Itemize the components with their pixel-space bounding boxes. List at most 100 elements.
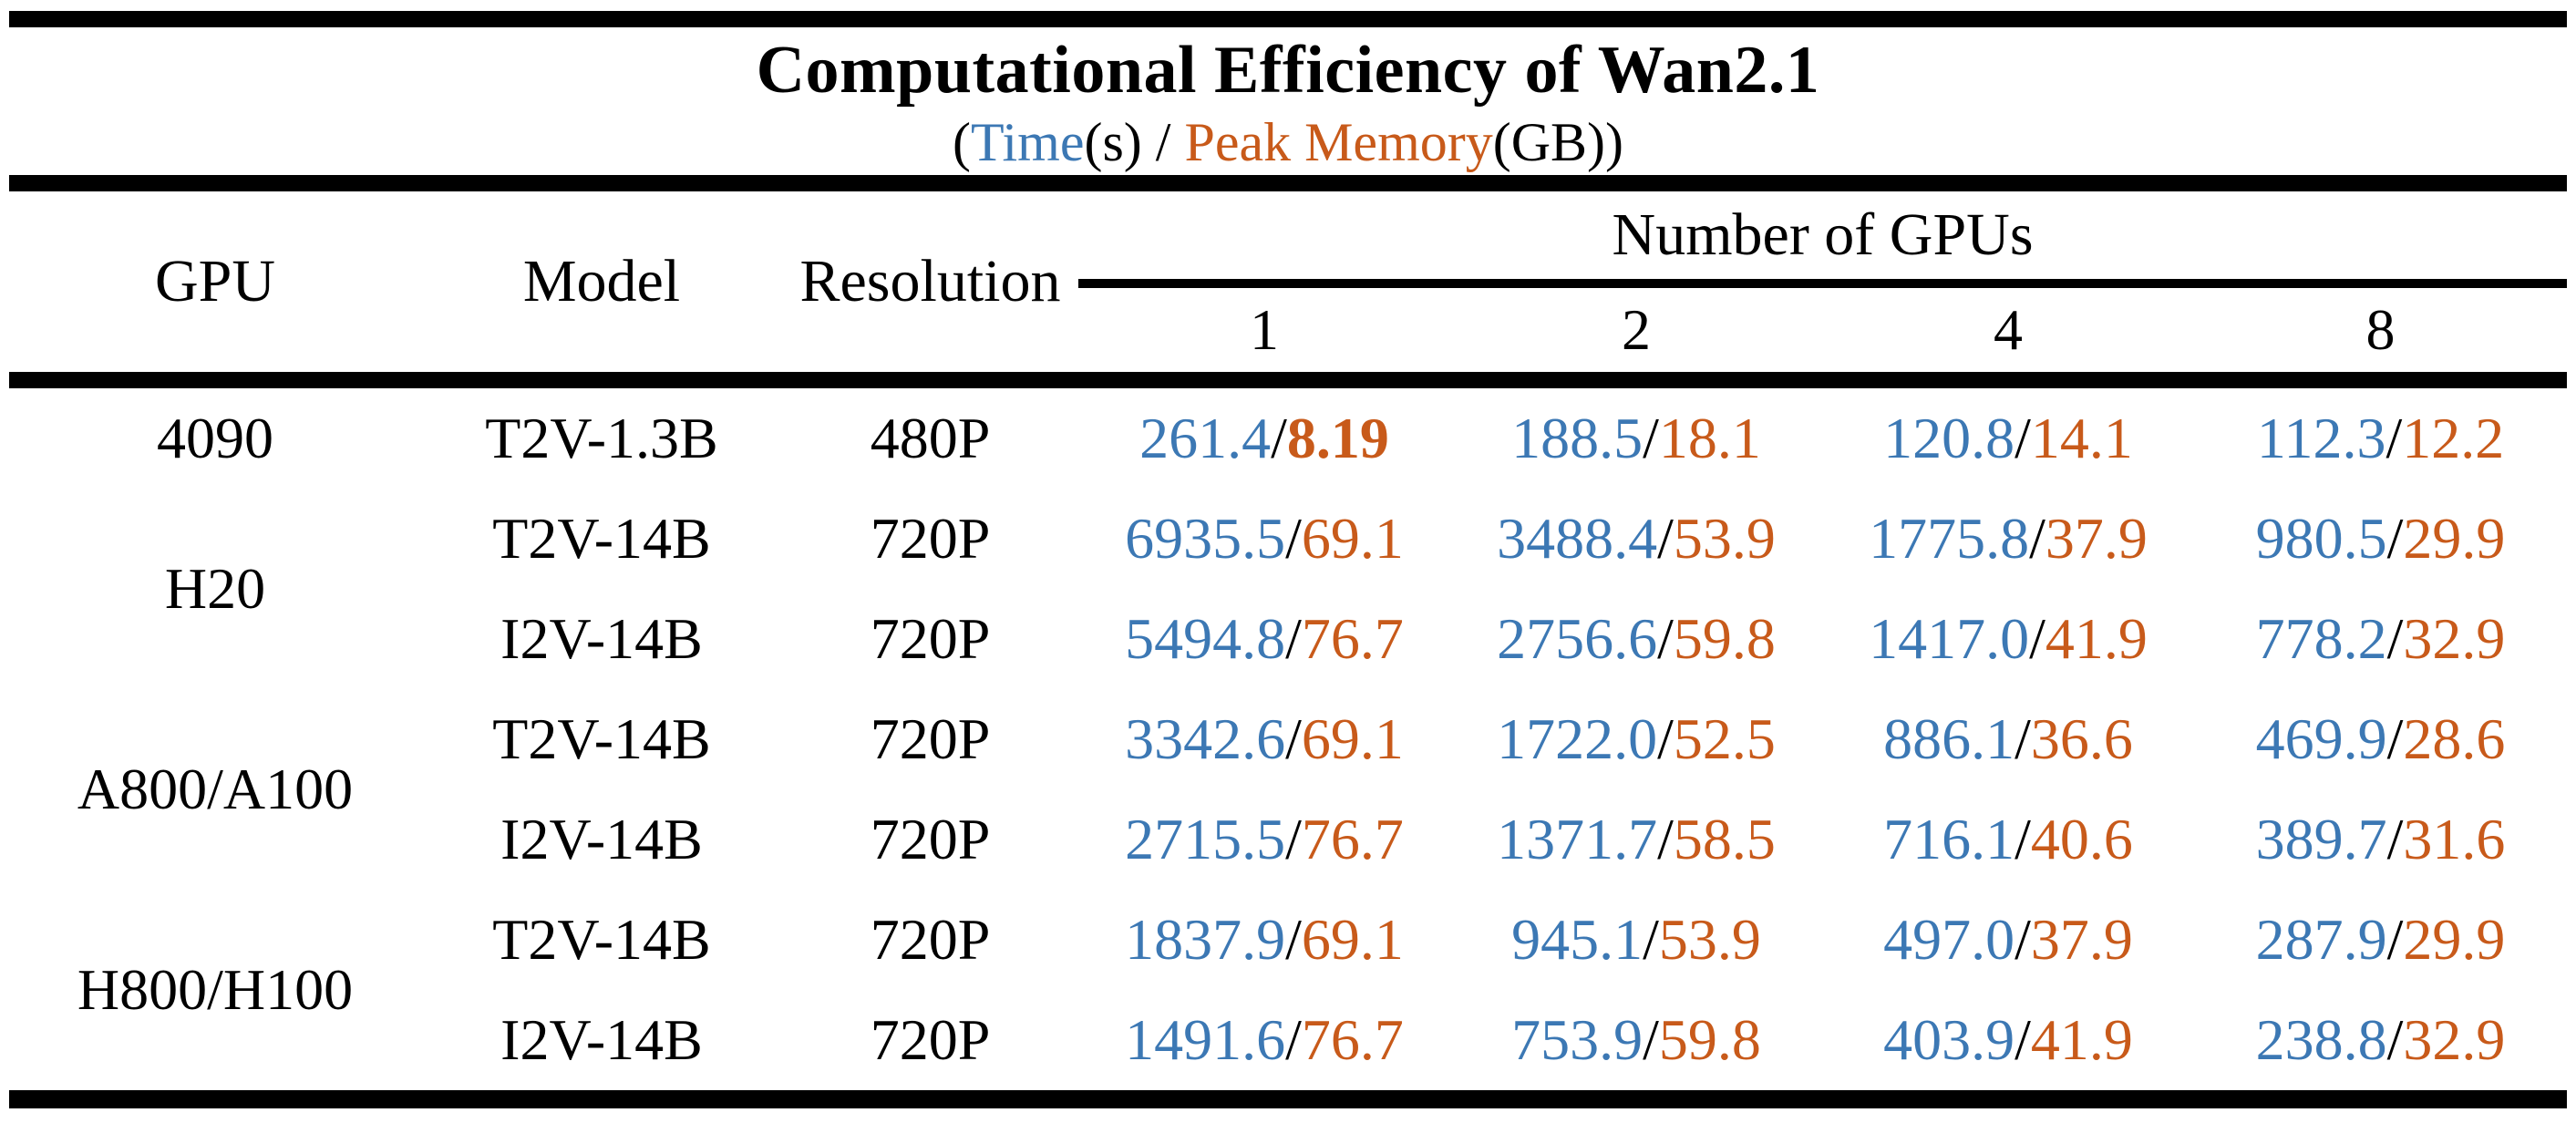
header-model: Model: [522, 248, 681, 314]
value-cell: 1371.7/58.5: [1450, 789, 1822, 890]
memory-value: 69.1: [1301, 907, 1404, 972]
slash-separator: /: [2029, 506, 2045, 571]
time-value: 2756.6: [1497, 606, 1658, 671]
time-value: 1837.9: [1125, 907, 1286, 972]
resolution-cell: 720P: [870, 807, 991, 871]
memory-value: 36.6: [2030, 706, 2133, 771]
memory-value: 76.7: [1301, 606, 1404, 671]
time-value: 980.5: [2255, 506, 2387, 571]
subtitle-separator: /: [1141, 112, 1185, 172]
value-cell: 389.7/31.6: [2194, 789, 2567, 890]
header-gpu-count-1: 1: [1250, 297, 1279, 362]
memory-value: 14.1: [2030, 406, 2133, 470]
memory-value: 41.9: [2045, 606, 2148, 671]
table-row: A800/A100 T2V-14B 720P 3342.6/69.1 1722.0/52…: [9, 689, 2567, 821]
time-value: 1491.6: [1125, 1007, 1286, 1072]
memory-value: 32.9: [2403, 606, 2506, 671]
slash-separator: /: [1657, 606, 1674, 671]
slash-separator: /: [1643, 907, 1659, 972]
time-value: 469.9: [2255, 706, 2387, 771]
header-gpu: GPU: [154, 248, 276, 314]
memory-value: 58.5: [1673, 807, 1776, 871]
table-title: Computational Efficiency of Wan2.1: [756, 33, 1820, 108]
slash-separator: /: [2014, 1007, 2031, 1072]
slash-separator: /: [2029, 606, 2045, 671]
slash-separator: /: [1285, 606, 1302, 671]
memory-value: 37.9: [2045, 506, 2148, 571]
time-value: 1371.7: [1497, 807, 1658, 871]
value-cell: 716.1/40.6: [1822, 789, 2194, 890]
resolution-cell: 480P: [870, 406, 991, 470]
resolution-cell: 720P: [870, 506, 991, 571]
time-value: 6935.5: [1125, 506, 1286, 571]
time-value: 2715.5: [1125, 807, 1286, 871]
value-cell: 287.9/29.9: [2194, 890, 2567, 990]
memory-value: 31.6: [2403, 807, 2506, 871]
model-cell: I2V-14B: [500, 807, 703, 871]
value-cell: 1491.6/76.7: [1078, 990, 1450, 1099]
slash-separator: /: [1271, 406, 1287, 470]
memory-value: 76.7: [1301, 807, 1404, 871]
model-cell: T2V-1.3B: [485, 406, 718, 470]
time-value: 716.1: [1883, 807, 2015, 871]
subtitle-time-unit: (s): [1084, 112, 1142, 172]
slash-separator: /: [1657, 706, 1674, 771]
model-cell: T2V-14B: [492, 907, 711, 972]
model-cell: I2V-14B: [500, 1007, 703, 1072]
memory-value: 59.8: [1673, 606, 1776, 671]
value-cell: 497.0/37.9: [1822, 890, 2194, 990]
value-cell: 238.8/32.9: [2194, 990, 2567, 1099]
value-cell: 2715.5/76.7: [1078, 789, 1450, 890]
memory-value: 28.6: [2403, 706, 2506, 771]
time-value: 261.4: [1139, 406, 1272, 470]
value-cell: 2756.6/59.8: [1450, 589, 1822, 689]
header-resolution: Resolution: [799, 248, 1061, 314]
value-cell: 5494.8/76.7: [1078, 589, 1450, 689]
value-cell: 1722.0/52.5: [1450, 689, 1822, 789]
slash-separator: /: [2014, 706, 2031, 771]
time-value: 287.9: [2255, 907, 2387, 972]
time-value: 945.1: [1511, 907, 1643, 972]
time-value: 753.9: [1511, 1007, 1643, 1072]
value-cell: 753.9/59.8: [1450, 990, 1822, 1099]
time-value: 778.2: [2255, 606, 2387, 671]
model-cell: I2V-14B: [500, 606, 703, 671]
memory-value: 53.9: [1673, 506, 1776, 571]
resolution-cell: 720P: [870, 1007, 991, 1072]
model-cell: T2V-14B: [492, 706, 711, 771]
slash-separator: /: [1285, 706, 1302, 771]
memory-value: 76.7: [1301, 1007, 1404, 1072]
slash-separator: /: [1285, 506, 1302, 571]
slash-separator: /: [2014, 907, 2031, 972]
header-gpu-count-2: 2: [1622, 297, 1651, 362]
time-value: 886.1: [1883, 706, 2015, 771]
value-cell: 1775.8/37.9: [1822, 489, 2194, 589]
gpu-cell: 4090: [157, 406, 273, 470]
memory-value: 8.19: [1286, 406, 1389, 470]
slash-separator: /: [2014, 807, 2031, 871]
slash-separator: /: [1657, 807, 1674, 871]
header-number-of-gpus: Number of GPUs: [1078, 183, 2568, 288]
slash-separator: /: [1657, 506, 1674, 571]
value-cell: 469.9/28.6: [2194, 689, 2567, 789]
gpu-cell: H800/H100: [77, 957, 354, 1022]
slash-separator: /: [2386, 706, 2404, 771]
slash-separator: /: [2386, 907, 2404, 972]
gpu-cell: H20: [164, 556, 266, 621]
slash-separator: /: [2385, 406, 2403, 470]
time-value: 112.3: [2256, 406, 2386, 470]
memory-value: 69.1: [1301, 706, 1404, 771]
gpu-cell: A800/A100: [77, 757, 354, 821]
memory-value: 69.1: [1301, 506, 1404, 571]
time-value: 5494.8: [1125, 606, 1286, 671]
header-gpu-count-4: 4: [1994, 297, 2023, 362]
memory-value: 29.9: [2403, 907, 2506, 972]
table-row: 4090 T2V-1.3B 480P 261.4/8.19 188.5/18.1 120.…: [9, 380, 2567, 489]
table-row: I2V-14B 720P 1491.6/76.7 753.9/59.8 403.9/41…: [9, 990, 2567, 1099]
value-cell: 120.8/14.1: [1822, 380, 2194, 489]
peak-memory-label: Peak Memory: [1184, 112, 1493, 172]
value-cell: 1417.0/41.9: [1822, 589, 2194, 689]
value-cell: 886.1/36.6: [1822, 689, 2194, 789]
slash-separator: /: [2386, 506, 2404, 571]
